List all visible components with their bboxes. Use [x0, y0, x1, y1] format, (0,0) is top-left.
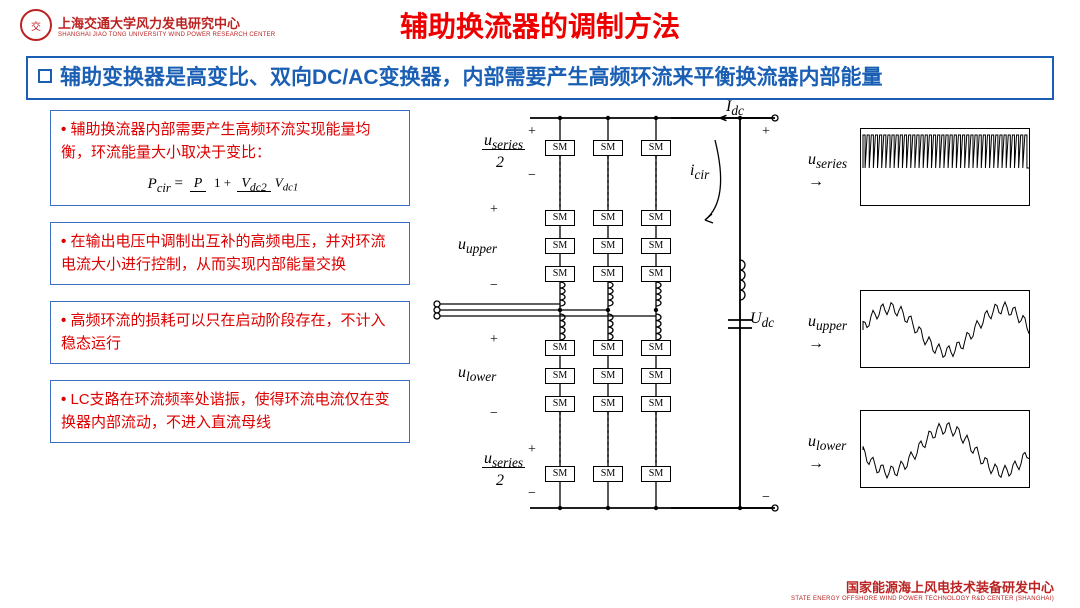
waveform-box [860, 128, 1030, 206]
sm-module: SM [545, 266, 575, 282]
sm-module: SM [593, 210, 623, 226]
formula: Pcir = P 1 + Vdc2Vdc1 [61, 172, 399, 197]
sm-module: SM [641, 396, 671, 412]
bullet-column: • 辅助换流器内部需要产生高频环流实现能量均衡，环流能量大小取决于变比： Pci… [50, 110, 410, 443]
sm-module: SM [641, 466, 671, 482]
sm-module: SM [641, 140, 671, 156]
diagram-area: SM SM SM SM SM SM SM SM SM SM SM SM SM SM SM SM SM SM SM SM… [430, 110, 1054, 443]
waveform-box [860, 290, 1030, 368]
sm-module: SM [593, 238, 623, 254]
sm-module: SM [545, 238, 575, 254]
sm-module: SM [593, 396, 623, 412]
bullet-text: LC支路在环流频率处谐振，使得环流电流仅在变换器内部流动，不进入直流母线 [61, 391, 390, 431]
bullet-text: 在输出电压中调制出互补的高频电压，并对环流电流大小进行控制，从而实现内部能量交换 [61, 233, 385, 273]
sm-module: SM [593, 368, 623, 384]
sm-module: SM [593, 266, 623, 282]
bullet-item: • LC支路在环流频率处谐振，使得环流电流仅在变换器内部流动，不进入直流母线 [50, 380, 410, 443]
bullet-item: • 在输出电压中调制出互补的高频电压，并对环流电流大小进行控制，从而实现内部能量… [50, 222, 410, 285]
bullet-text: 辅助换流器内部需要产生高频环流实现能量均衡，环流能量大小取决于变比： [61, 121, 370, 161]
subtitle-text: 辅助变换器是高变比、双向DC/AC变换器，内部需要产生高频环流来平衡换流器内部能… [60, 64, 883, 92]
sm-module: SM [641, 238, 671, 254]
bullet-item: • 高频环流的损耗可以只在启动阶段存在，不计入稳态运行 [50, 301, 410, 364]
sm-module: SM [641, 368, 671, 384]
sm-module: SM [593, 140, 623, 156]
sm-module: SM [545, 210, 575, 226]
bullet-text: 高频环流的损耗可以只在启动阶段存在，不计入稳态运行 [61, 312, 385, 352]
sm-module: SM [545, 368, 575, 384]
sm-module: SM [593, 340, 623, 356]
square-bullet-icon [38, 69, 52, 83]
sm-module: SM [545, 340, 575, 356]
sm-module: SM [641, 340, 671, 356]
sm-module: SM [641, 266, 671, 282]
sm-module: SM [545, 396, 575, 412]
sm-module: SM [545, 140, 575, 156]
sm-module: SM [545, 466, 575, 482]
footer-en: STATE ENERGY OFFSHORE WIND POWER TECHNOL… [791, 596, 1054, 602]
page-title: 辅助换流器的调制方法 [0, 5, 1080, 45]
sm-module: SM [641, 210, 671, 226]
footer-cn: 国家能源海上风电技术装备研发中心 [791, 577, 1054, 596]
sm-module: SM [593, 466, 623, 482]
content-area: • 辅助换流器内部需要产生高频环流实现能量均衡，环流能量大小取决于变比： Pci… [0, 100, 1080, 443]
subtitle-box: 辅助变换器是高变比、双向DC/AC变换器，内部需要产生高频环流来平衡换流器内部能… [26, 56, 1054, 100]
waveform-box [860, 410, 1030, 488]
bullet-item: • 辅助换流器内部需要产生高频环流实现能量均衡，环流能量大小取决于变比： Pci… [50, 110, 410, 206]
footer: 国家能源海上风电技术装备研发中心 STATE ENERGY OFFSHORE W… [791, 577, 1054, 602]
header: 交 上海交通大学风力发电研究中心 SHANGHAI JIAO TONG UNIV… [0, 0, 1080, 50]
